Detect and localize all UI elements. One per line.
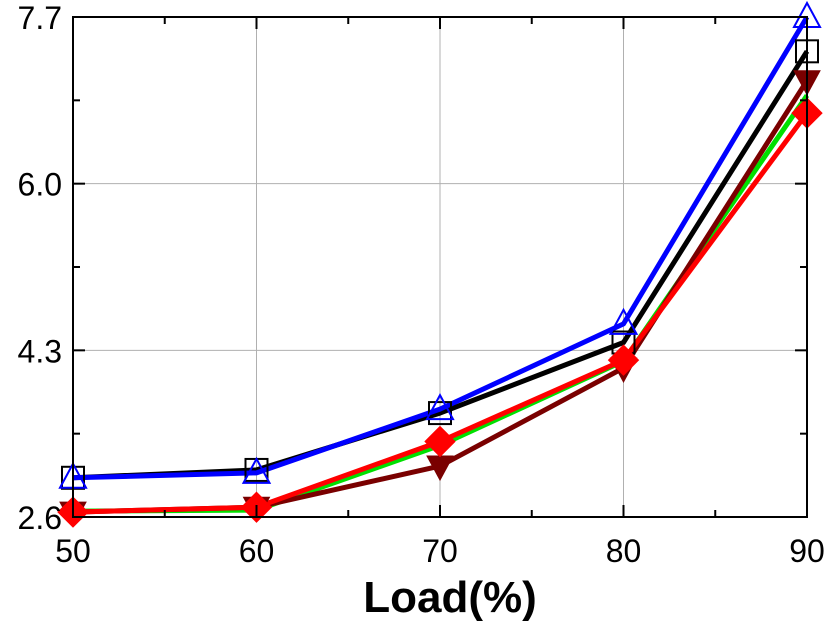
- series-line-2: [72, 15, 810, 481]
- tick-labels: 50 60 70 80 90 2.6 4.3 6.0 7.7: [18, 0, 825, 569]
- data-point-2: [241, 456, 272, 484]
- y-tick-label: 2.6: [18, 500, 62, 536]
- x-tick-label: 70: [422, 533, 458, 569]
- axis-ticks: [72, 16, 808, 518]
- x-tick-label: 50: [55, 533, 91, 569]
- x-tick-label: 60: [239, 533, 275, 569]
- data-point-4: [607, 344, 640, 376]
- grid-lines: [73, 17, 807, 517]
- data-point-2: [608, 307, 639, 335]
- x-tick-label: 80: [606, 533, 642, 569]
- y-tick-label: 4.3: [18, 333, 62, 369]
- y-tick-label: 7.7: [18, 0, 62, 36]
- x-tick-label: 90: [789, 533, 825, 569]
- data-point-1: [428, 401, 452, 426]
- y-tick-label: 6.0: [18, 167, 62, 203]
- x-axis-title: Load(%): [363, 573, 537, 621]
- data-point-2: [425, 393, 455, 421]
- data-point-4: [424, 425, 456, 458]
